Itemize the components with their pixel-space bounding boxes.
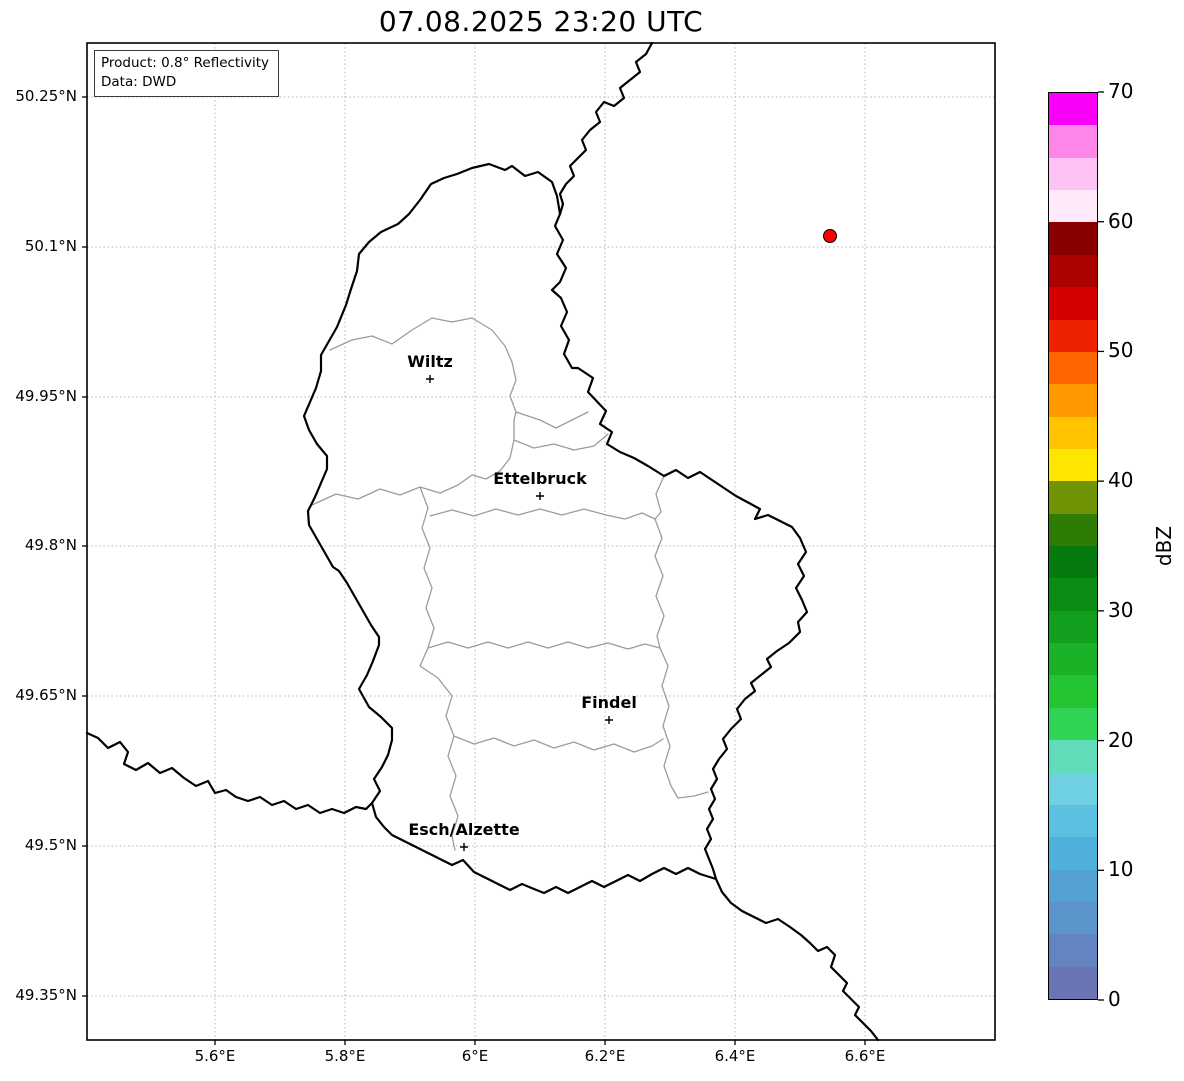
colorbar-segment — [1049, 287, 1097, 320]
colorbar-segment — [1049, 93, 1097, 126]
city-marker — [536, 492, 544, 500]
colorbar-segment — [1049, 934, 1097, 967]
tick-layer — [82, 91, 1104, 1045]
plot-border — [86, 42, 996, 1041]
colorbar-segment — [1049, 610, 1097, 644]
city-marker — [426, 375, 434, 383]
colorbar-segment — [1049, 319, 1097, 352]
district-border — [419, 647, 459, 851]
colorbar-segment — [1049, 254, 1097, 288]
colorbar-segment — [1049, 901, 1097, 935]
colorbar-segment — [1049, 869, 1097, 902]
info-box-data-source: Data: DWD — [101, 73, 177, 90]
colorbar-segment — [1049, 578, 1097, 611]
district-border — [427, 641, 661, 650]
district-border — [429, 508, 656, 520]
colorbar-segment — [1049, 546, 1097, 579]
france-germany-border — [714, 877, 880, 1042]
colorbar — [1048, 92, 1098, 1000]
colorbar-segment — [1049, 707, 1097, 741]
colorbar-segment — [1049, 675, 1097, 708]
colorbar-segment — [1049, 772, 1097, 805]
city-marker — [605, 716, 613, 724]
colorbar-segment — [1049, 351, 1097, 385]
luxembourg-border — [302, 162, 809, 895]
colorbar-segment — [1049, 125, 1097, 158]
colorbar-segment — [1049, 190, 1097, 223]
colorbar-segment — [1049, 804, 1097, 838]
belgium-france-border — [85, 731, 374, 815]
district-border — [419, 486, 435, 649]
colorbar-segment — [1049, 157, 1097, 191]
colorbar-segment — [1049, 448, 1097, 482]
colorbar-segment — [1049, 416, 1097, 449]
colorbar-segment — [1049, 384, 1097, 417]
district-border — [654, 475, 709, 799]
figure-title: 07.08.2025 23:20 UTC — [378, 5, 704, 38]
colorbar-segment — [1049, 481, 1097, 514]
country-borders — [85, 41, 880, 1042]
city-marker — [460, 843, 468, 851]
marker-layer — [426, 229, 837, 851]
colorbar-segment — [1049, 513, 1097, 547]
colorbar-segment — [1049, 740, 1097, 773]
district-border — [311, 411, 517, 506]
district-border — [329, 317, 589, 429]
district-borders — [311, 317, 709, 851]
district-border — [453, 735, 664, 753]
colorbar-segment — [1049, 643, 1097, 676]
colorbar-axis-label: dBZ — [1152, 525, 1176, 567]
radar-site-dot — [823, 229, 837, 243]
colorbar-segment — [1049, 837, 1097, 870]
colorbar-segment — [1049, 966, 1097, 1000]
district-border — [513, 433, 609, 451]
info-box: Product: 0.8° Reflectivity Data: DWD — [94, 50, 279, 97]
belgium-germany-border — [558, 41, 654, 216]
grid-layer — [87, 43, 995, 1040]
info-box-product: Product: 0.8° Reflectivity — [101, 55, 269, 71]
colorbar-segment — [1049, 222, 1097, 255]
